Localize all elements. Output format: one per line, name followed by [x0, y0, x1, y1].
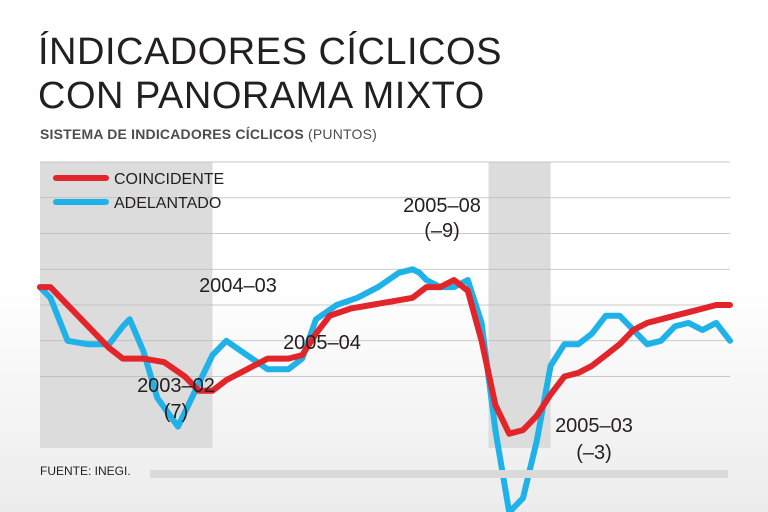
- annotation-label: 2005–03: [555, 415, 633, 437]
- annotation-label: 2005–08: [403, 195, 481, 217]
- chart-title: ÍNDICADORES CÍCLICOS CON PANORAMA MIXTO: [38, 30, 502, 118]
- subtitle-unit: (PUNTOS): [308, 126, 378, 142]
- annotation-value: (–9): [424, 220, 460, 242]
- legend-label-coincidente: COINCIDENTE: [114, 171, 224, 188]
- chart-subtitle: SISTEMA DE INDICADORES CÍCLICOS (PUNTOS): [40, 126, 377, 142]
- annotation-label: 2005–04: [283, 332, 361, 354]
- series-line-coincidente: [37, 277, 733, 437]
- annotation-value: (–3): [576, 442, 612, 464]
- subtitle-main: SISTEMA DE INDICADORES CÍCLICOS: [40, 126, 304, 142]
- legend-label-adelantado: ADELANTADO: [114, 195, 221, 212]
- source-note: FUENTE: INEGI.: [40, 464, 131, 478]
- source-rule: [150, 470, 728, 478]
- annotations: 2003–02 (7) 2004–03 2005–04 2005–08 (–9) 2005–…: [137, 195, 633, 464]
- series-line-adelantado: [37, 266, 733, 512]
- title-line-1: ÍNDICADORES CÍCLICOS: [38, 31, 502, 73]
- annotation-value: (7): [164, 401, 188, 423]
- annotation-label: 2003–02: [137, 375, 215, 397]
- legend: COINCIDENTE ADELANTADO: [53, 171, 224, 212]
- annotation-label: 2004–03: [199, 275, 277, 297]
- series-lines: [37, 266, 733, 512]
- grid-lines: [40, 161, 730, 377]
- title-line-2: CON PANORAMA MIXTO: [38, 75, 485, 117]
